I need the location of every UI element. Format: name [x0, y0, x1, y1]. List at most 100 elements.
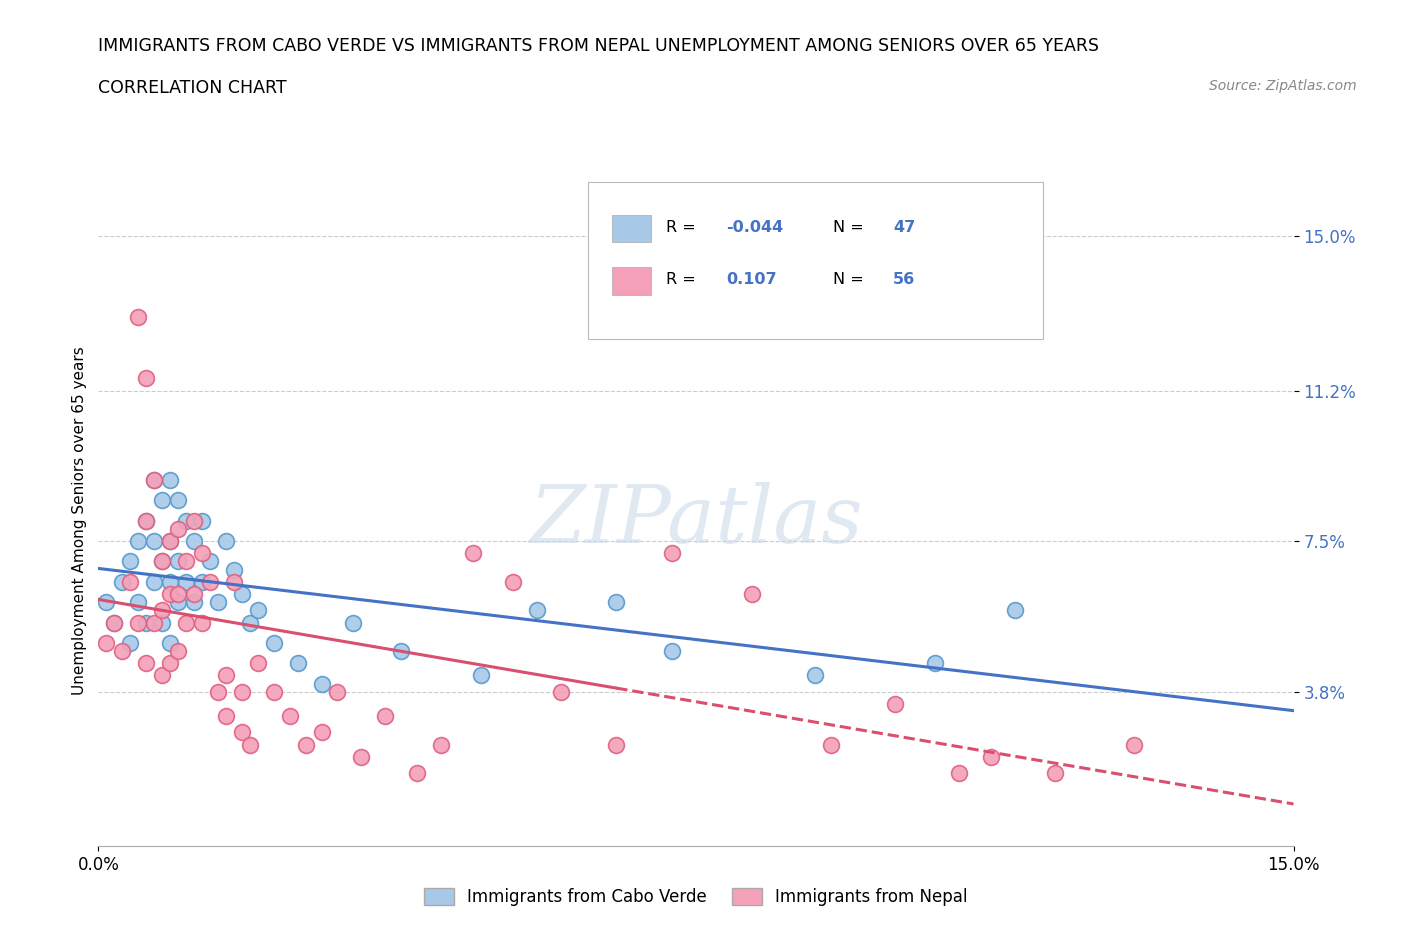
- Point: [150, 554, 173, 569]
- Point: [167, 493, 190, 508]
- Point: [278, 709, 301, 724]
- Text: Source: ZipAtlas.com: Source: ZipAtlas.com: [1209, 79, 1357, 93]
- Point: [263, 635, 285, 650]
- Point: [246, 656, 269, 671]
- Point: [159, 472, 181, 487]
- Text: IMMIGRANTS FROM CABO VERDE VS IMMIGRANTS FROM NEPAL UNEMPLOYMENT AMONG SENIORS O: IMMIGRANTS FROM CABO VERDE VS IMMIGRANTS…: [98, 37, 1099, 55]
- Point: [103, 615, 125, 630]
- Text: R =: R =: [666, 220, 702, 235]
- Point: [374, 709, 396, 724]
- Point: [127, 595, 149, 610]
- Point: [159, 534, 181, 549]
- Point: [222, 562, 245, 577]
- Point: [183, 595, 205, 610]
- Point: [215, 709, 238, 724]
- Point: [215, 668, 238, 683]
- Point: [246, 603, 269, 618]
- Point: [326, 684, 349, 699]
- FancyBboxPatch shape: [612, 215, 651, 243]
- Text: 47: 47: [893, 220, 915, 235]
- FancyBboxPatch shape: [588, 182, 1043, 339]
- Point: [222, 575, 245, 590]
- Point: [159, 534, 181, 549]
- Text: R =: R =: [666, 272, 702, 287]
- Point: [191, 615, 214, 630]
- Point: [980, 750, 1002, 764]
- Point: [183, 534, 205, 549]
- Point: [207, 595, 229, 610]
- Point: [135, 656, 157, 671]
- Point: [1043, 765, 1066, 780]
- Point: [231, 684, 253, 699]
- Point: [174, 575, 197, 590]
- Point: [174, 513, 197, 528]
- Point: [263, 684, 285, 699]
- Point: [159, 587, 181, 602]
- Point: [159, 575, 181, 590]
- Point: [605, 737, 627, 752]
- Point: [470, 668, 492, 683]
- Point: [741, 587, 763, 602]
- Point: [661, 546, 683, 561]
- Point: [135, 615, 157, 630]
- Point: [406, 765, 429, 780]
- FancyBboxPatch shape: [612, 267, 651, 295]
- Point: [183, 587, 205, 602]
- Point: [820, 737, 842, 752]
- Point: [804, 668, 827, 683]
- Point: [135, 513, 157, 528]
- Point: [120, 575, 142, 590]
- Point: [502, 575, 524, 590]
- Point: [605, 595, 627, 610]
- Point: [111, 575, 134, 590]
- Point: [311, 676, 333, 691]
- Point: [143, 472, 166, 487]
- Point: [183, 513, 205, 528]
- Point: [143, 615, 166, 630]
- Point: [103, 615, 125, 630]
- Point: [231, 587, 253, 602]
- Text: 56: 56: [893, 272, 915, 287]
- Point: [159, 656, 181, 671]
- Text: N =: N =: [834, 272, 869, 287]
- Legend: Immigrants from Cabo Verde, Immigrants from Nepal: Immigrants from Cabo Verde, Immigrants f…: [418, 882, 974, 913]
- Point: [191, 546, 214, 561]
- Point: [207, 684, 229, 699]
- Point: [143, 575, 166, 590]
- Y-axis label: Unemployment Among Seniors over 65 years: Unemployment Among Seniors over 65 years: [72, 347, 87, 696]
- Point: [150, 668, 173, 683]
- Point: [167, 554, 190, 569]
- Point: [96, 635, 118, 650]
- Point: [150, 603, 173, 618]
- Point: [135, 513, 157, 528]
- Point: [350, 750, 373, 764]
- Point: [239, 737, 262, 752]
- Text: N =: N =: [834, 220, 869, 235]
- Point: [167, 587, 190, 602]
- Point: [215, 534, 238, 549]
- Point: [1004, 603, 1026, 618]
- Point: [143, 534, 166, 549]
- Point: [884, 697, 907, 711]
- Point: [924, 656, 946, 671]
- Point: [167, 595, 190, 610]
- Point: [120, 554, 142, 569]
- Point: [143, 472, 166, 487]
- Point: [231, 725, 253, 740]
- Point: [287, 656, 309, 671]
- Point: [127, 615, 149, 630]
- Point: [550, 684, 572, 699]
- Point: [150, 493, 173, 508]
- Point: [191, 575, 214, 590]
- Point: [127, 534, 149, 549]
- Text: ZIPatlas: ZIPatlas: [529, 482, 863, 560]
- Point: [430, 737, 453, 752]
- Text: CORRELATION CHART: CORRELATION CHART: [98, 79, 287, 97]
- Point: [127, 310, 149, 325]
- Point: [461, 546, 484, 561]
- Point: [120, 635, 142, 650]
- Point: [174, 615, 197, 630]
- Point: [174, 554, 197, 569]
- Point: [294, 737, 316, 752]
- Text: -0.044: -0.044: [725, 220, 783, 235]
